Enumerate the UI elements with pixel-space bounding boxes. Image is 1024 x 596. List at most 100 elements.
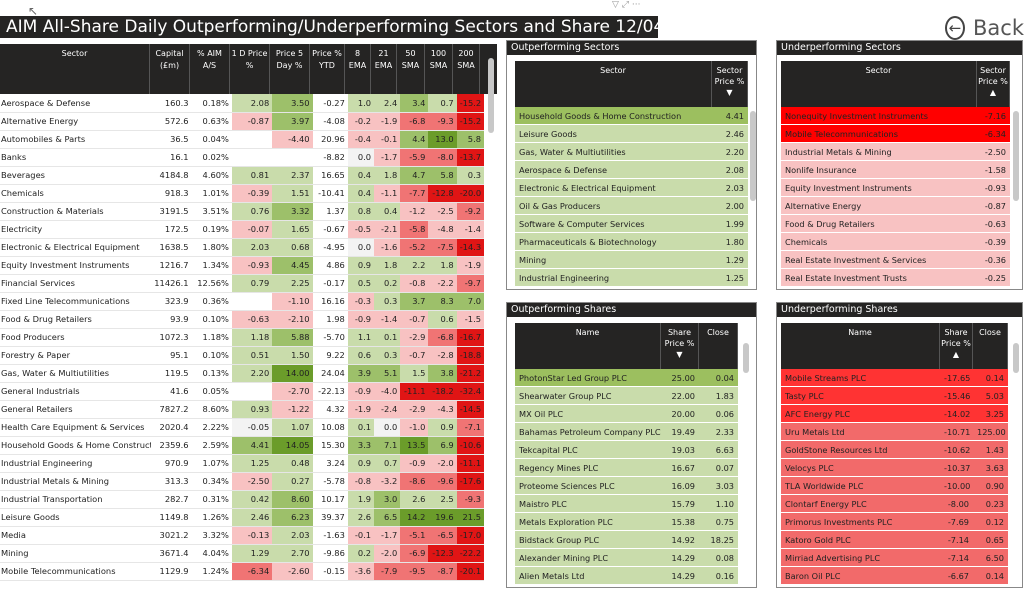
column-header-name[interactable]: Name bbox=[781, 323, 940, 369]
list-item[interactable]: Industrial Engineering 1.25 bbox=[515, 269, 748, 287]
visual-header-icons[interactable]: ▽ ⤢ ··· bbox=[612, 0, 641, 10]
list-item[interactable]: Pharmaceuticals & Biotechnology 1.80 bbox=[515, 233, 748, 251]
column-header-5[interactable]: Price % YTD bbox=[310, 44, 345, 94]
table-row[interactable]: Banks 16.1 0.02% -8.82 0.0 -1.7 -5.9 -8.0 -13.7 bbox=[0, 148, 484, 167]
column-header-2[interactable]: % AIM A/S bbox=[190, 44, 230, 94]
list-item[interactable]: Alexander Mining PLC 14.29 0.08 bbox=[515, 549, 738, 567]
main-table-scrollbar[interactable] bbox=[488, 58, 494, 133]
list-item[interactable]: Equity Investment Instruments -0.93 bbox=[781, 179, 1010, 197]
list-item[interactable]: AFC Energy PLC -14.02 3.25 bbox=[781, 405, 1008, 423]
column-header-sector-price[interactable]: Sector Price % ▼ bbox=[712, 61, 748, 107]
list-item[interactable]: Tekcapital PLC 19.03 6.63 bbox=[515, 441, 738, 459]
column-header-sector[interactable]: Sector bbox=[781, 61, 977, 107]
card-header[interactable]: Sector Sector Price % ▼ bbox=[515, 61, 748, 107]
column-header-share-price[interactable]: Share Price % ▼ bbox=[661, 323, 699, 369]
card-header[interactable]: Sector Sector Price % ▲ bbox=[781, 61, 1010, 107]
column-header-sector-price[interactable]: Sector Price % ▲ bbox=[977, 61, 1010, 107]
list-item[interactable]: Mirriad Advertising PLC -7.14 6.50 bbox=[781, 549, 1008, 567]
table-row[interactable]: Food Producers 1072.3 1.18% 1.18 5.88 -5.70 1.… bbox=[0, 328, 484, 347]
list-item[interactable]: Nonlife Insurance -1.58 bbox=[781, 161, 1010, 179]
column-header-0[interactable]: Sector bbox=[0, 44, 150, 94]
list-item[interactable]: Alien Metals Ltd 14.29 0.16 bbox=[515, 567, 738, 585]
list-item[interactable]: Velocys PLC -10.37 3.63 bbox=[781, 459, 1008, 477]
list-item[interactable]: Clontarf Energy PLC -8.00 0.23 bbox=[781, 495, 1008, 513]
column-header-share-price[interactable]: Share Price % ▲ bbox=[940, 323, 973, 369]
back-button[interactable]: ← Back bbox=[945, 14, 1024, 42]
card-scrollbar[interactable] bbox=[1013, 343, 1019, 373]
list-item[interactable]: Industrial Metals & Mining -2.50 bbox=[781, 143, 1010, 161]
list-item[interactable]: GoldStone Resources Ltd -10.62 1.43 bbox=[781, 441, 1008, 459]
table-row[interactable]: Beverages 4184.8 4.60% 0.81 2.37 16.65 0.4 1.8 4… bbox=[0, 166, 484, 185]
list-item[interactable]: Real Estate Investment Trusts -0.25 bbox=[781, 269, 1010, 287]
list-item[interactable]: Tasty PLC -15.46 5.03 bbox=[781, 387, 1008, 405]
list-item[interactable]: Baron Oil PLC -6.67 0.14 bbox=[781, 567, 1008, 585]
list-item[interactable]: Leisure Goods 2.46 bbox=[515, 125, 748, 143]
table-row[interactable]: Electronic & Electrical Equipment 1638.5 1… bbox=[0, 238, 484, 257]
table-row[interactable]: Fixed Line Telecommunications 323.9 0.36% -… bbox=[0, 292, 484, 311]
table-row[interactable]: Mobile Telecommunications 1129.9 1.24% -6.3… bbox=[0, 562, 484, 581]
column-header-9[interactable]: 100 SMA bbox=[425, 44, 453, 94]
list-item[interactable]: Mining 1.29 bbox=[515, 251, 748, 269]
list-item[interactable]: Chemicals -0.39 bbox=[781, 233, 1010, 251]
table-row[interactable]: Automobiles & Parts 36.5 0.04% -4.40 20.96 -0… bbox=[0, 130, 484, 149]
list-item[interactable]: Uru Metals Ltd -10.71 125.00 bbox=[781, 423, 1008, 441]
table-row[interactable]: Aerospace & Defense 160.3 0.18% 2.08 3.50 -0.… bbox=[0, 94, 484, 113]
list-item[interactable]: Food & Drug Retailers -0.63 bbox=[781, 215, 1010, 233]
table-row[interactable]: Financial Services 11426.1 12.56% 0.79 2.25-… bbox=[0, 274, 484, 293]
list-item[interactable]: Proteome Sciences PLC 16.09 3.03 bbox=[515, 477, 738, 495]
list-item[interactable]: Metals Exploration PLC 15.38 0.75 bbox=[515, 513, 738, 531]
list-item[interactable]: Regency Mines PLC 16.67 0.07 bbox=[515, 459, 738, 477]
list-item[interactable]: Nonequity Investment Instruments -7.16 bbox=[781, 107, 1010, 125]
table-row[interactable]: Health Care Equipment & Services 2020.4 2.… bbox=[0, 418, 484, 437]
table-row[interactable]: General Retailers 7827.2 8.60% 0.93 -1.22 4.3… bbox=[0, 400, 484, 419]
table-row[interactable]: Media 3021.2 3.32% -0.13 2.03 -1.63 -0.1 -1.7 -5… bbox=[0, 526, 484, 545]
list-item[interactable]: Mobile Telecommunications -6.34 bbox=[781, 125, 1010, 143]
column-header-8[interactable]: 50 SMA bbox=[397, 44, 425, 94]
card-scrollbar[interactable] bbox=[750, 111, 756, 201]
list-item[interactable]: Aerospace & Defense 2.08 bbox=[515, 161, 748, 179]
table-row[interactable]: Industrial Metals & Mining 313.3 0.34% -2.5… bbox=[0, 472, 484, 491]
column-header-sector[interactable]: Sector bbox=[515, 61, 712, 107]
table-row[interactable]: Alternative Energy 572.6 0.63% -0.87 3.97 -4.… bbox=[0, 112, 484, 131]
column-header-6[interactable]: 8 EMA bbox=[345, 44, 371, 94]
list-item[interactable]: Oil & Gas Producers 2.00 bbox=[515, 197, 748, 215]
table-row[interactable]: Equity Investment Instruments 1216.7 1.34%… bbox=[0, 256, 484, 275]
table-row[interactable]: Industrial Transportation 282.7 0.31% 0.42 8… bbox=[0, 490, 484, 509]
table-row[interactable]: Industrial Engineering 970.9 1.07% 1.25 0.48… bbox=[0, 454, 484, 473]
table-row[interactable]: Mining 3671.4 4.04% 1.29 2.70 -9.86 0.2 -2.0 -6.… bbox=[0, 544, 484, 563]
table-row[interactable]: Forestry & Paper 95.1 0.10% 0.51 1.50 9.22 0.6… bbox=[0, 346, 484, 365]
table-row[interactable]: Gas, Water & Multiutilities 119.5 0.13% 2.2… bbox=[0, 364, 484, 383]
column-header-10[interactable]: 200 SMA bbox=[453, 44, 480, 94]
list-item[interactable]: Real Estate Investment & Services -0.36 bbox=[781, 251, 1010, 269]
card-scrollbar[interactable] bbox=[1013, 111, 1019, 201]
column-header-3[interactable]: 1 D Price % bbox=[230, 44, 270, 94]
list-item[interactable]: Bahamas Petroleum Company PLC 19.49 2.33 bbox=[515, 423, 738, 441]
list-item[interactable]: PhotonStar Led Group PLC 25.00 0.04 bbox=[515, 369, 738, 387]
card-scrollbar[interactable] bbox=[743, 343, 749, 373]
table-row[interactable]: Electricity 172.5 0.19% -0.07 1.65 -0.67 -0.5-… bbox=[0, 220, 484, 239]
list-item[interactable]: MX Oil PLC 20.00 0.06 bbox=[515, 405, 738, 423]
table-row[interactable]: Food & Drug Retailers 93.9 0.10% -0.63 -2.10… bbox=[0, 310, 484, 329]
list-item[interactable]: Mobile Streams PLC -17.65 0.14 bbox=[781, 369, 1008, 387]
list-item[interactable]: Bidstack Group PLC 14.92 18.25 bbox=[515, 531, 738, 549]
column-header-close[interactable]: Close bbox=[699, 323, 738, 369]
list-item[interactable]: Alternative Energy -0.87 bbox=[781, 197, 1010, 215]
table-row[interactable]: Leisure Goods 1149.8 1.26% 2.46 6.23 39.37 2.6… bbox=[0, 508, 484, 527]
card-header[interactable]: Name Share Price % ▼ Close bbox=[515, 323, 738, 369]
table-row[interactable]: Construction & Materials 3191.5 3.51% 0.76 3… bbox=[0, 202, 484, 221]
list-item[interactable]: Gas, Water & Multiutilities 2.20 bbox=[515, 143, 748, 161]
column-header-close[interactable]: Close bbox=[973, 323, 1008, 369]
table-row[interactable]: Chemicals 918.3 1.01% -0.39 1.51 -10.41 0.4 -1.… bbox=[0, 184, 484, 203]
list-item[interactable]: Maistro PLC 15.79 1.10 bbox=[515, 495, 738, 513]
list-item[interactable]: Shearwater Group PLC 22.00 1.83 bbox=[515, 387, 738, 405]
list-item[interactable]: Primorus Investments PLC -7.69 0.12 bbox=[781, 513, 1008, 531]
column-header-name[interactable]: Name bbox=[515, 323, 661, 369]
list-item[interactable]: Electronic & Electrical Equipment 2.03 bbox=[515, 179, 748, 197]
table-row[interactable]: General Industrials 41.6 0.05% -2.70 -22.13-… bbox=[0, 382, 484, 401]
card-header[interactable]: Name Share Price % ▲ Close bbox=[781, 323, 1008, 369]
table-row[interactable]: Household Goods & Home Construction 2359.… bbox=[0, 436, 484, 455]
list-item[interactable]: Software & Computer Services 1.99 bbox=[515, 215, 748, 233]
list-item[interactable]: Household Goods & Home Construction 4.41 bbox=[515, 107, 748, 125]
list-item[interactable]: Katoro Gold PLC -7.14 0.65 bbox=[781, 531, 1008, 549]
column-header-1[interactable]: Capital (£m) bbox=[150, 44, 190, 94]
